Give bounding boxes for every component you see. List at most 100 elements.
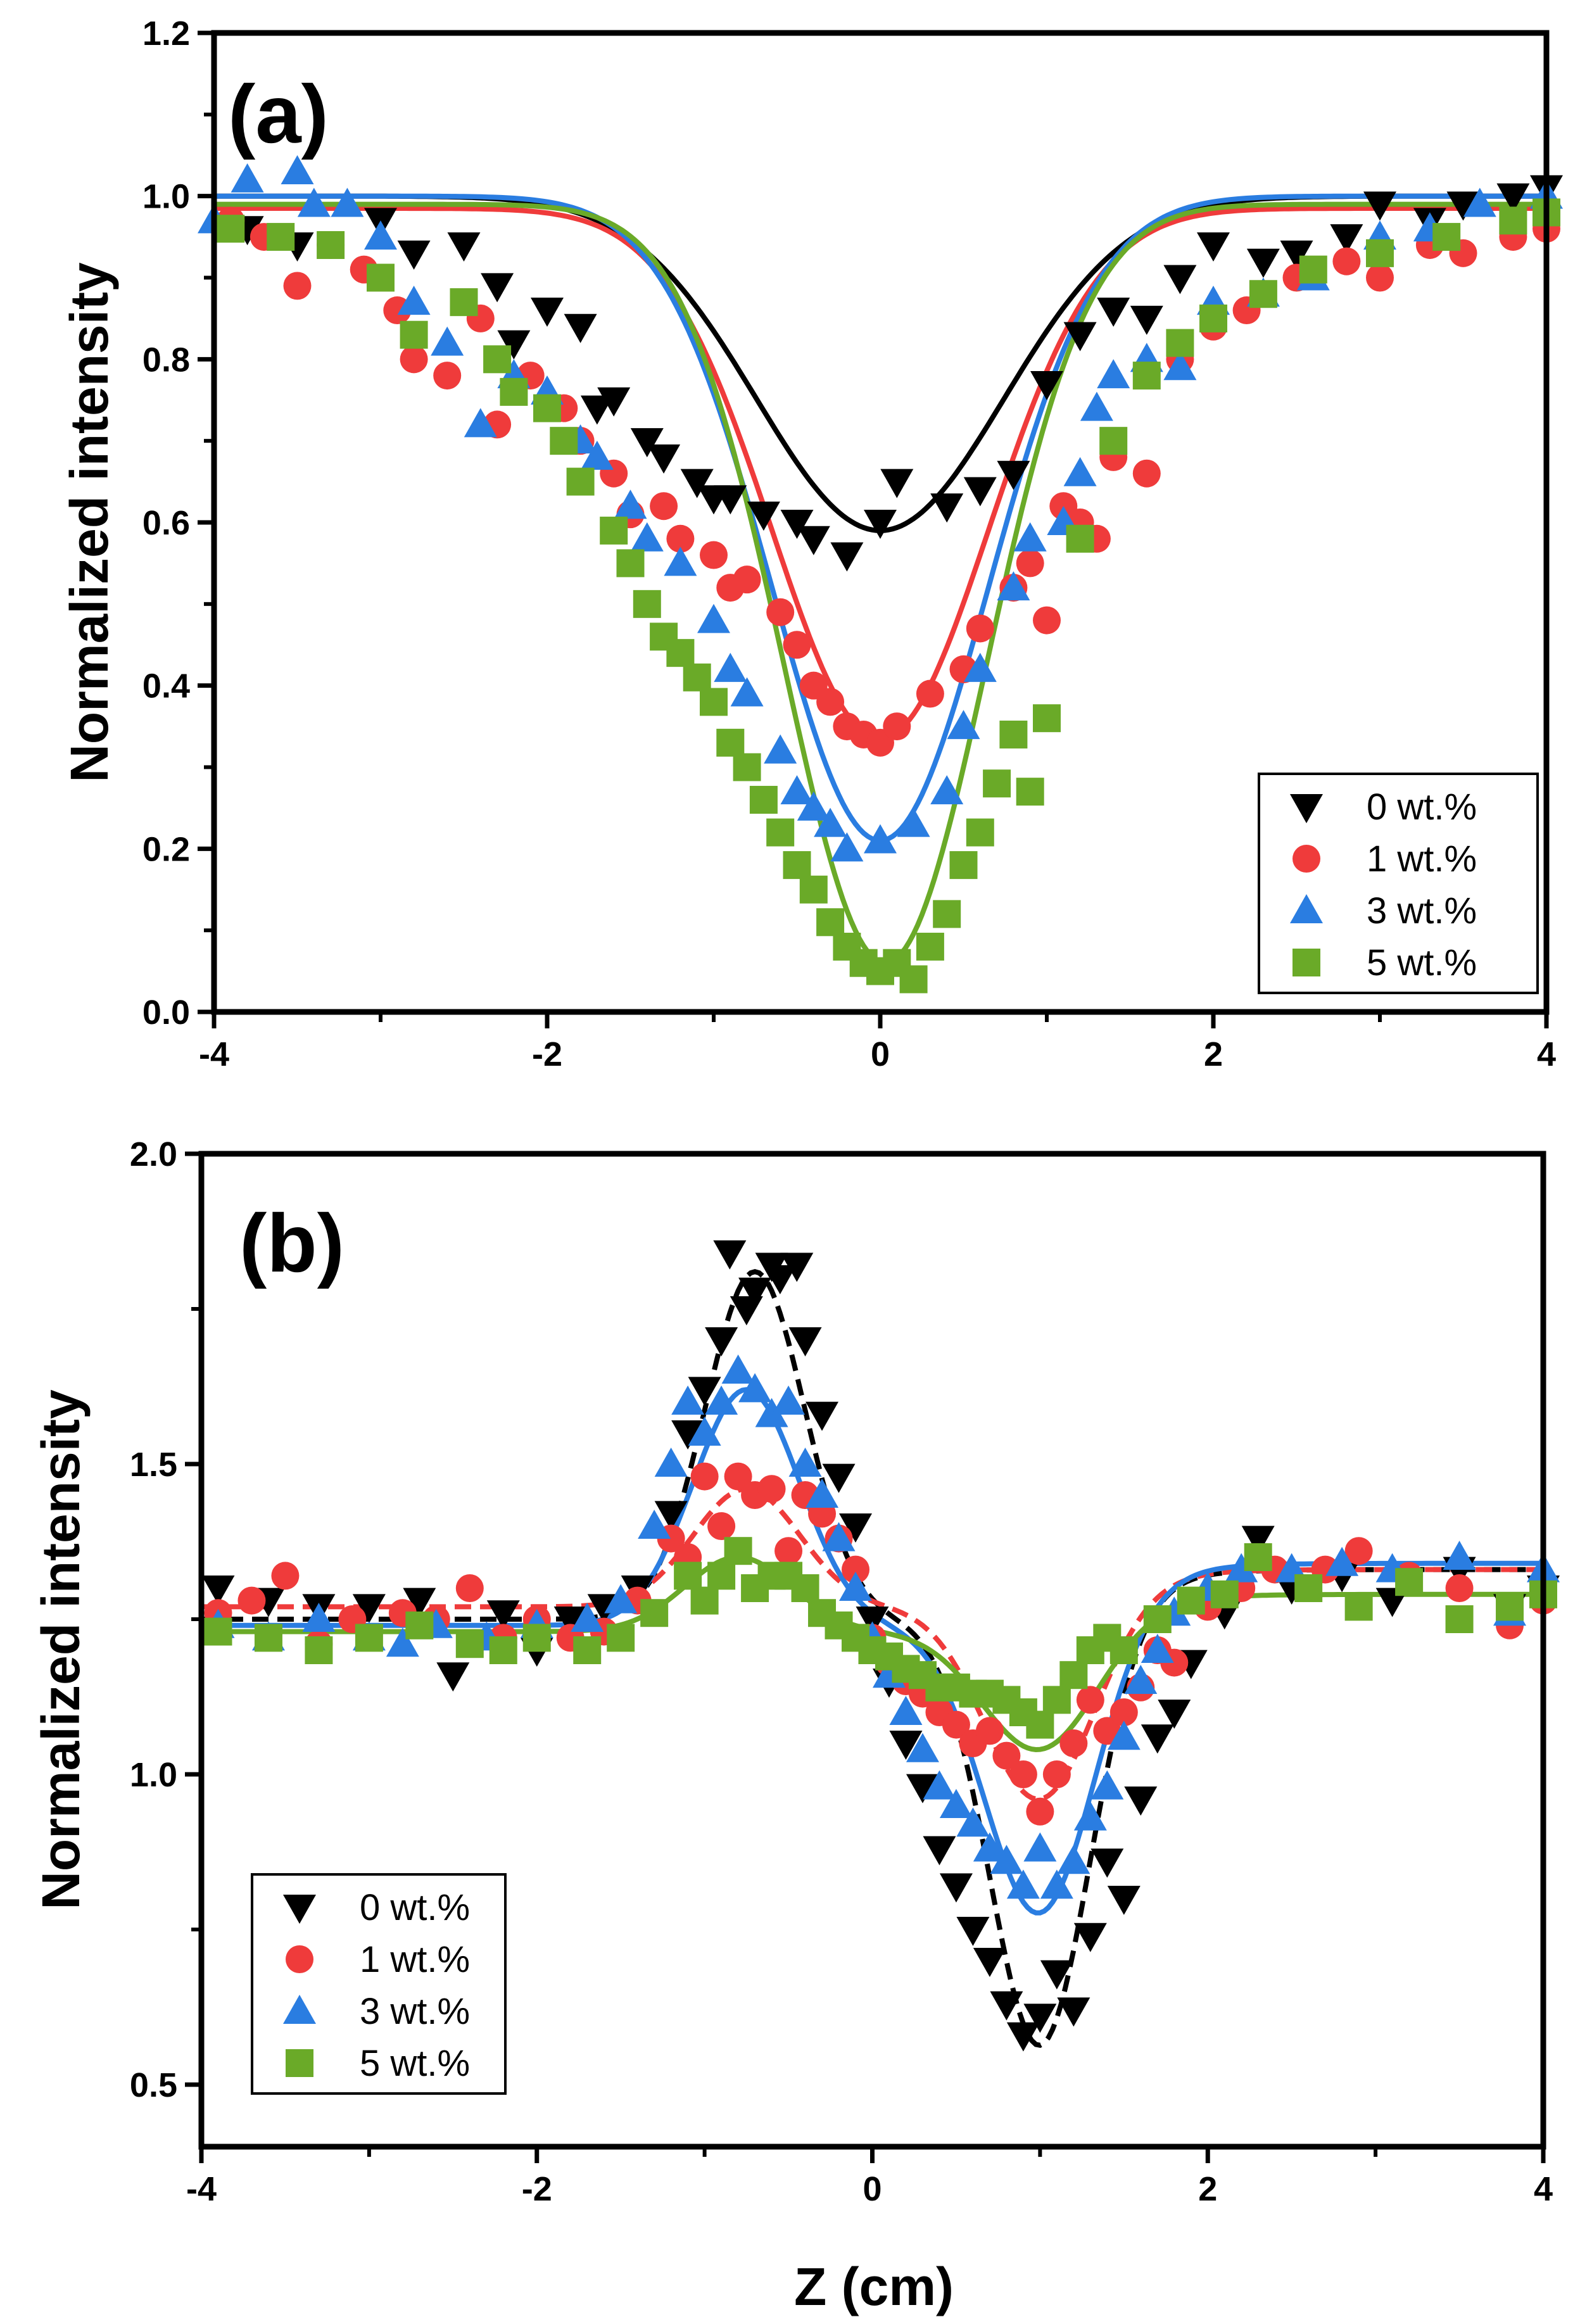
- panel-b-data-point: [707, 1562, 736, 1590]
- panel-b-data-point: [607, 1624, 635, 1652]
- panel-b-data-point: [571, 1603, 604, 1632]
- panel-b-y-tick-label: 1.0: [130, 1756, 177, 1794]
- panel-a-data-point: [997, 460, 1030, 490]
- panel-b-data-point: [923, 1836, 956, 1866]
- panel-a-x-tick-label: 0: [871, 1035, 890, 1073]
- panel-b-data-point: [939, 1789, 973, 1818]
- panel-b-data-point: [1026, 1710, 1054, 1739]
- panel-b-data-point: [237, 1586, 266, 1615]
- panel-a-data-point: [616, 549, 645, 578]
- panel-a-data-point: [864, 824, 897, 854]
- panel-a-data-point: [963, 652, 997, 682]
- panel-b-data-point: [671, 1420, 705, 1449]
- panel-b-data-point: [939, 1873, 973, 1903]
- panel-b-data-point: [906, 1733, 939, 1762]
- panel-a-data-point: [1132, 459, 1161, 488]
- panel-a-data-point: [481, 273, 514, 303]
- panel-b-data-point: [1225, 1553, 1258, 1582]
- panel-a-data-point: [281, 155, 314, 185]
- panel-a-y-tick-label: 0.2: [142, 830, 190, 868]
- panel-b-data-point: [1344, 1537, 1373, 1565]
- panel-a-legend-marker: [1290, 894, 1323, 923]
- panel-b-legend-marker: [286, 1945, 313, 1973]
- panel-a-data-point: [1366, 239, 1394, 267]
- panel-b-data-point: [1177, 1586, 1205, 1615]
- panel-a-data-point: [1097, 359, 1130, 389]
- panel-a-legend-label: 5 wt.%: [1367, 942, 1477, 983]
- panel-b-data-point: [721, 1355, 755, 1384]
- panel-b-data-point: [688, 1377, 721, 1406]
- panel-a-data-point: [1246, 248, 1280, 278]
- panel-b-data-point: [352, 1594, 386, 1624]
- panel-a-data-point: [647, 444, 681, 474]
- panel-a-data-point: [1299, 255, 1327, 284]
- panel-a-data-point: [700, 541, 728, 569]
- panel-a-data-point: [1097, 298, 1130, 327]
- panel-a-data-point: [397, 286, 431, 315]
- panel-a-data-point: [1432, 223, 1461, 251]
- panel-b-data-point: [455, 1630, 484, 1658]
- panel-b-data-point: [1141, 1724, 1174, 1754]
- panel-b-data-point: [1057, 1997, 1090, 2027]
- panel-a-data-point: [431, 326, 464, 356]
- panel-a-x-tick-label: 2: [1204, 1035, 1223, 1073]
- panel-a-data-point: [400, 345, 428, 374]
- panel-a-data-point: [1016, 778, 1044, 806]
- panel-a-data-point: [1363, 191, 1396, 221]
- panel-b-data-point: [1107, 1886, 1141, 1915]
- panel-b-data-point: [822, 1463, 856, 1493]
- panel-b-data-point: [201, 1576, 235, 1605]
- panel-a-data-point: [983, 769, 1011, 798]
- panel-b-tick-labels: -4 -2 0 2 4 0.5 1.0 1.5 2.0: [130, 1135, 1553, 2208]
- panel-b-data-point: [1073, 1801, 1107, 1831]
- panel-a-data-point: [730, 677, 764, 707]
- panel-b-data-point: [1026, 1797, 1054, 1826]
- panel-b-data-point: [1076, 1686, 1104, 1714]
- panel-b-x-axis-title: Z (cm): [794, 2257, 954, 2316]
- panel-a-data-point: [614, 489, 647, 519]
- panel-a-data-point: [747, 502, 780, 531]
- panel-a-data-point: [483, 345, 512, 374]
- panel-a-data-point: [600, 516, 628, 545]
- panel-a-data-point: [630, 522, 664, 552]
- panel-a-data-point: [780, 775, 814, 805]
- panel-b-data-point: [436, 1662, 470, 1692]
- panel-a-data-point: [297, 187, 331, 217]
- panel-b-data-point: [1073, 1923, 1107, 1952]
- panel-a-data-point: [880, 469, 914, 498]
- panel-a-legend: 0 wt.% 1 wt.% 3 wt.% 5 wt.%: [1258, 773, 1539, 994]
- panel-b-data-point: [806, 1479, 839, 1508]
- panel-b-data-point: [1244, 1543, 1272, 1571]
- panel-b-data-point: [705, 1386, 738, 1415]
- panel-a-data-point: [749, 786, 778, 814]
- panel-a-data-point: [949, 851, 978, 880]
- panel-a-data-point: [680, 469, 714, 498]
- panel-b-legend-label: 0 wt.%: [360, 1887, 470, 1928]
- panel-b-data-point: [956, 1807, 990, 1837]
- panel-a-data-point: [966, 818, 994, 847]
- panel-b-data-point: [688, 1417, 721, 1446]
- panel-b-legend: 0 wt.% 1 wt.% 3 wt.% 5 wt.%: [251, 1873, 507, 2095]
- panel-b-data-point: [1059, 1661, 1088, 1689]
- panel-a-data-point: [267, 223, 295, 251]
- panel-b: -4 -2 0 2 4 0.5 1.0 1.5 2.0 (b) Normalized inten…: [31, 1135, 1560, 2316]
- panel-a-legend-label: 0 wt.%: [1367, 786, 1477, 828]
- panel-b-data-point: [455, 1574, 484, 1602]
- panel-b-data-point: [1090, 1770, 1124, 1800]
- panel-a-data-point: [766, 598, 795, 626]
- panel-b-data-point: [1294, 1574, 1323, 1602]
- panel-a-data-point: [1446, 191, 1480, 221]
- panel-b-data-point: [856, 1607, 889, 1636]
- panel-a-data-point: [500, 377, 528, 406]
- panel-b-data-point: [842, 1555, 870, 1584]
- panel-a-data-point: [317, 231, 345, 259]
- panel-a-plot-frame: [211, 30, 1550, 1015]
- panel-b-data-point: [780, 1253, 814, 1282]
- panel-a-data-point: [566, 467, 595, 496]
- panel-a-data-point: [714, 485, 747, 515]
- panel-b-data-point: [674, 1562, 702, 1590]
- panel-b-label: (b): [239, 1197, 344, 1289]
- panel-a-data-point: [1197, 232, 1230, 262]
- panel-a-data-point: [1280, 240, 1313, 270]
